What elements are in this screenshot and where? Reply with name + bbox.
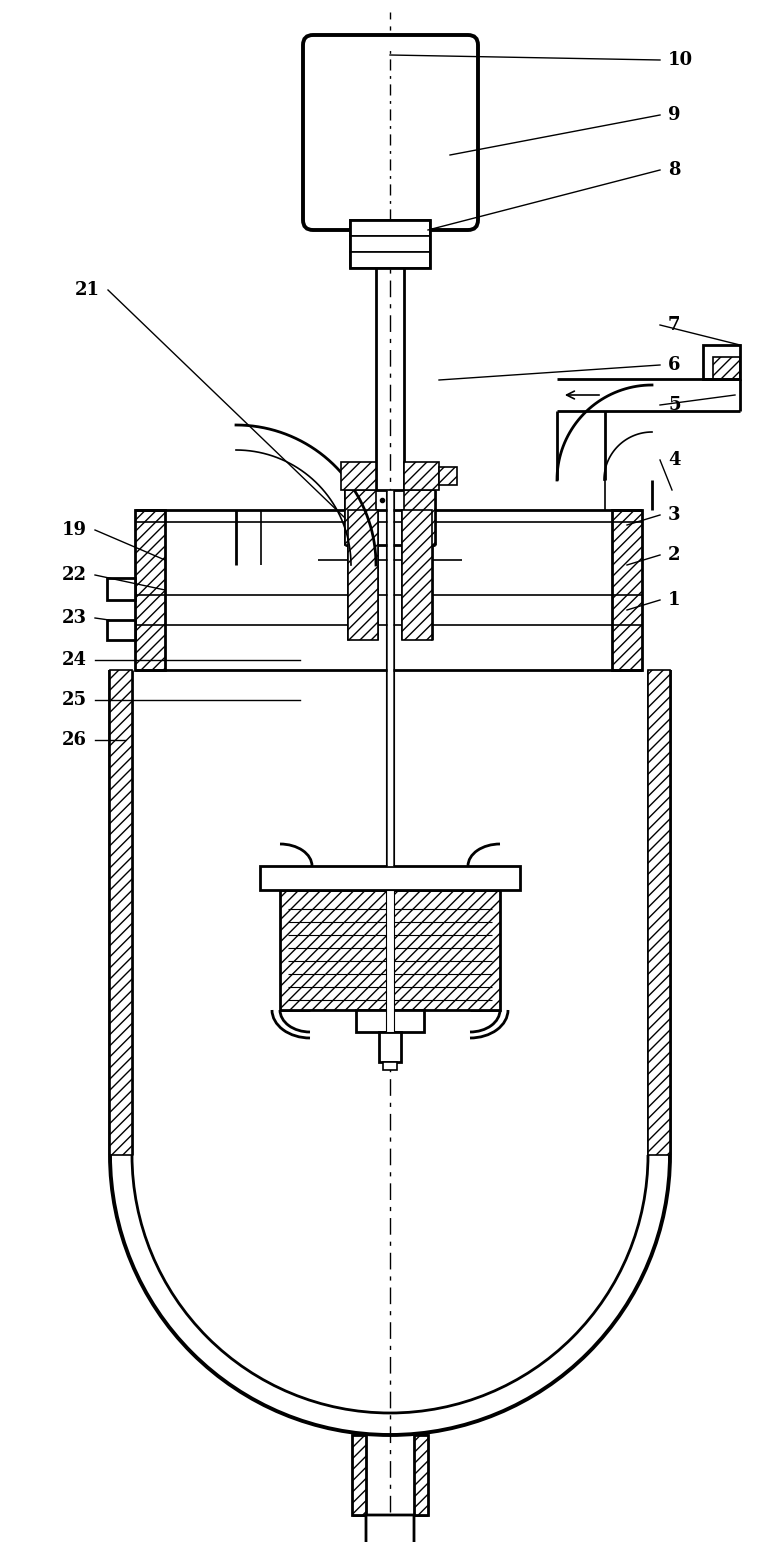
Bar: [135, 510, 165, 671]
Bar: [387, 490, 393, 867]
Bar: [350, 236, 430, 251]
Polygon shape: [348, 1514, 432, 1542]
Bar: [350, 221, 430, 268]
Bar: [352, 1436, 366, 1514]
Bar: [107, 620, 135, 640]
Bar: [404, 463, 439, 490]
Bar: [350, 221, 430, 236]
Bar: [383, 1062, 397, 1070]
Text: 10: 10: [668, 51, 693, 69]
Bar: [341, 463, 376, 490]
Text: 21: 21: [75, 281, 100, 299]
Bar: [414, 1436, 428, 1514]
Bar: [648, 671, 670, 1155]
Text: 5: 5: [668, 396, 681, 413]
Text: 7: 7: [668, 316, 681, 335]
Bar: [379, 1032, 401, 1062]
Bar: [260, 867, 520, 890]
Bar: [345, 490, 376, 544]
Text: 6: 6: [668, 356, 681, 375]
Bar: [703, 345, 740, 379]
Bar: [386, 890, 394, 1032]
Bar: [612, 510, 642, 671]
Text: 3: 3: [668, 506, 681, 524]
Bar: [107, 578, 135, 600]
Text: 9: 9: [668, 106, 681, 123]
Bar: [356, 1010, 424, 1032]
Text: 22: 22: [62, 566, 87, 584]
Bar: [404, 490, 435, 544]
Bar: [713, 358, 740, 379]
Text: 25: 25: [62, 691, 87, 709]
Bar: [439, 467, 457, 486]
Text: 1: 1: [668, 591, 681, 609]
FancyBboxPatch shape: [303, 35, 478, 230]
Bar: [348, 510, 378, 640]
Text: 26: 26: [62, 731, 87, 749]
Text: 2: 2: [668, 546, 681, 564]
Bar: [350, 251, 430, 268]
Text: 8: 8: [668, 160, 681, 179]
Text: 23: 23: [62, 609, 87, 628]
Bar: [402, 510, 432, 640]
Bar: [280, 890, 500, 1010]
Text: 24: 24: [62, 651, 87, 669]
Text: 4: 4: [668, 450, 681, 469]
Text: 19: 19: [62, 521, 87, 540]
Bar: [110, 671, 132, 1155]
